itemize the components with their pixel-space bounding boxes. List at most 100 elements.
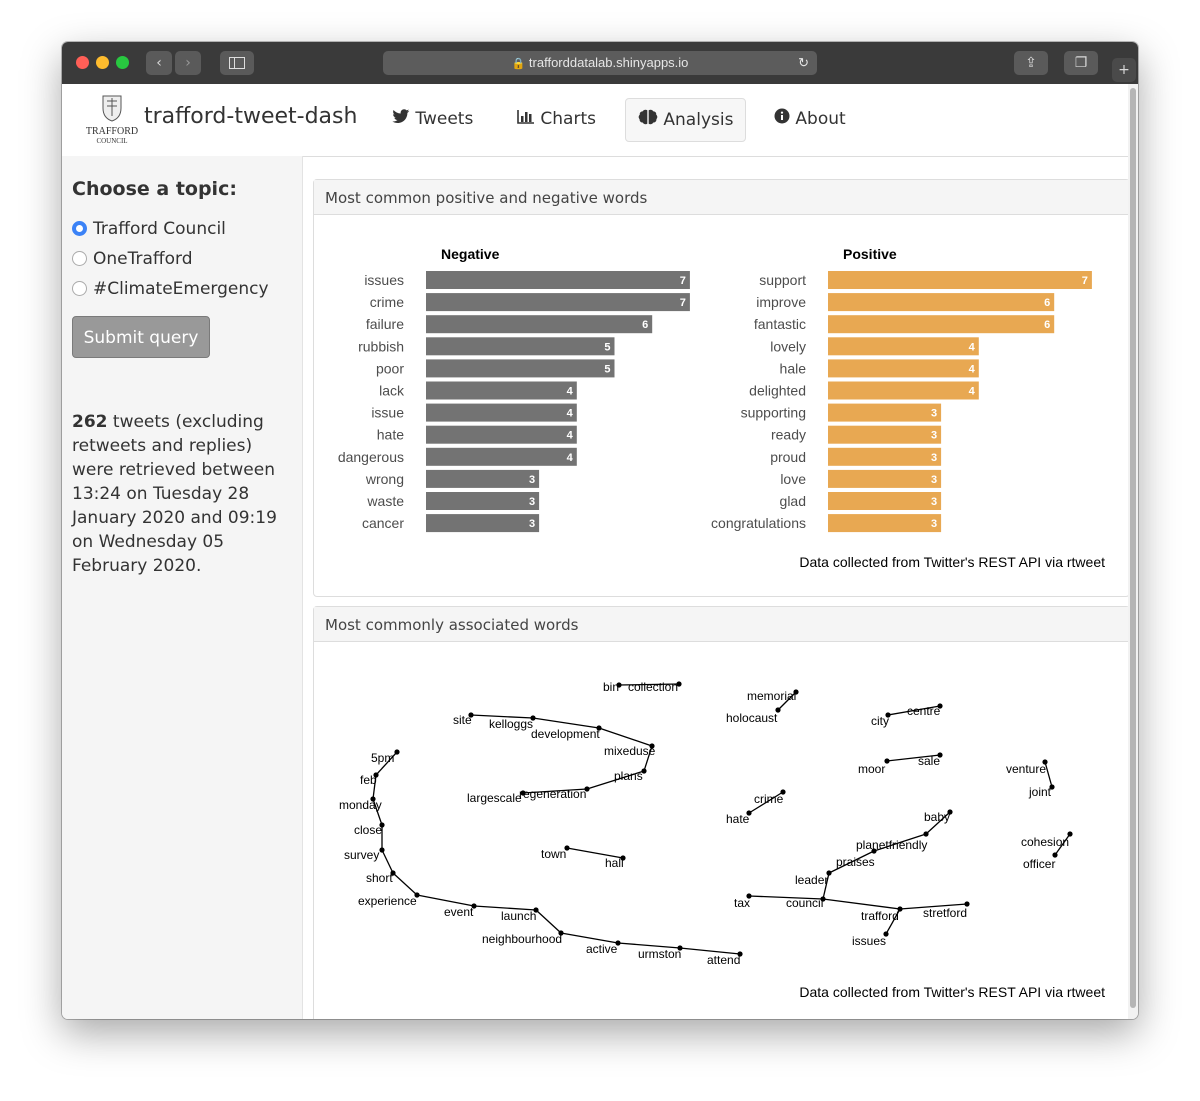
topic-option-onetrafford[interactable]: OneTrafford [72,249,193,269]
network-word-label: experience [358,894,417,908]
submit-query-button[interactable]: Submit query [72,316,210,358]
close-window-button[interactable] [76,56,89,69]
network-chart-caption: Data collected from Twitter's REST API v… [799,984,1105,1000]
network-node [676,681,682,687]
positive-bar-value: 3 [931,408,937,420]
positive-word-label: fantastic [754,316,806,332]
tab-tweets[interactable]: Tweets [380,98,485,140]
topic-option-trafford-council[interactable]: Trafford Council [72,219,226,239]
network-node [780,789,786,795]
network-word-label: attend [707,953,740,967]
network-edge [828,850,875,874]
network-node [1052,852,1058,858]
negative-word-label: lack [379,383,405,399]
negative-word-label: hate [377,427,404,443]
network-node [677,945,683,951]
app-navbar: TRAFFORD COUNCIL trafford-tweet-dash Twe… [62,84,1128,157]
network-word-label: 5pm [371,751,394,765]
network-node [964,901,970,907]
topic-option-climateemergency[interactable]: #ClimateEmergency [72,279,269,299]
network-node [558,930,564,936]
negative-bar [426,425,577,444]
positive-bar-value: 4 [969,363,976,375]
sidebar-toggle-glyph [229,57,245,69]
network-node [871,848,877,854]
network-word-label: joint [1028,785,1052,799]
network-word-label: event [444,905,474,919]
network-node [746,810,752,816]
positive-bar-value: 3 [931,452,937,464]
negative-word-label: dangerous [338,449,404,465]
network-node [468,712,474,718]
network-node [826,870,832,876]
network-edge [886,754,941,762]
maximize-window-button[interactable] [116,56,129,69]
negative-bar-value: 7 [680,275,686,287]
positive-bar-value: 3 [931,496,937,508]
negative-bar [426,315,653,334]
positive-bar [828,425,942,444]
page-scrollbar[interactable] [1128,84,1138,1019]
positive-bar [828,271,1092,289]
network-word-label: cohesion [1021,835,1069,849]
network-edge [679,947,741,955]
minimize-window-button[interactable] [96,56,109,69]
network-node [615,940,621,946]
negative-bar-value: 3 [529,496,535,508]
network-edge [470,714,534,719]
negative-word-label: cancer [362,515,404,531]
network-word-label: launch [501,909,536,923]
negative-bar-value: 3 [529,474,535,486]
radio-unselected-icon [72,251,87,266]
positive-word-label: supporting [741,405,806,421]
network-edge [777,691,797,711]
negative-chart-title: Negative [441,246,500,262]
positive-bar [828,514,942,533]
tab-charts[interactable]: Charts [505,98,608,140]
network-word-label: collection [628,680,678,694]
network-node [737,951,743,957]
tabs-overview-icon[interactable]: ❐ [1064,51,1098,75]
network-node [471,903,477,909]
network-word-label: issues [852,934,886,948]
network-edge [618,683,680,686]
network-edge [598,727,653,747]
negative-bar-value: 5 [604,341,610,353]
negative-bar [426,271,690,289]
browser-titlebar: ‹ › 🔒 trafforddatalab.shinyapps.io ↻ ⇪ ❐… [62,42,1138,85]
network-word-label: moor [858,762,885,776]
network-panel: Most commonly associated words bin collec… [313,606,1130,1019]
network-node [1049,784,1055,790]
negative-bar-value: 4 [567,430,574,442]
network-node [620,855,626,861]
reload-icon[interactable]: ↻ [798,55,809,70]
topic-heading: Choose a topic: [72,178,237,200]
sidebar-toggle-icon[interactable] [220,51,254,75]
network-word-label: planetfriendly [856,838,927,852]
network-edge [1044,761,1053,788]
network-word-label: trafford [861,909,899,923]
share-icon[interactable]: ⇪ [1014,51,1048,75]
network-node [1042,759,1048,765]
app-title[interactable]: trafford-tweet-dash [144,104,358,129]
negative-bar [426,492,540,510]
forward-icon[interactable]: › [175,51,201,75]
scrollbar-thumb[interactable] [1130,88,1136,1008]
network-word-label: largescale [467,791,522,805]
network-node [649,743,655,749]
positive-chart-title: Positive [843,246,897,262]
negative-bar-value: 6 [642,319,648,331]
positive-bar [828,359,979,378]
network-edge [899,903,968,910]
network-node [564,845,570,851]
new-tab-icon[interactable]: + [1112,58,1136,82]
tab-analysis[interactable]: Analysis [625,98,747,142]
back-icon[interactable]: ‹ [146,51,172,75]
network-word-label: sale [918,754,940,768]
address-bar[interactable]: 🔒 trafforddatalab.shinyapps.io ↻ [383,51,817,75]
network-node [641,768,647,774]
positive-bar [828,403,942,422]
network-word-label: mixeduse [604,744,656,758]
positive-word-label: glad [780,493,806,509]
tab-about[interactable]: About [762,98,858,140]
